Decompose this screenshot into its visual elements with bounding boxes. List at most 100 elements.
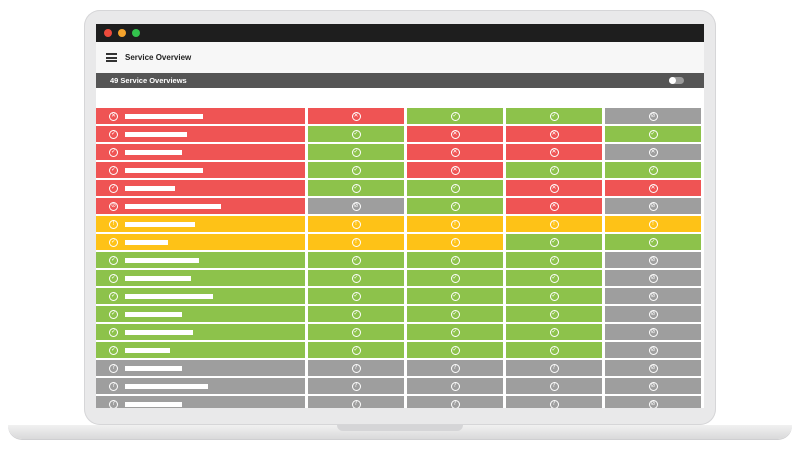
service-name-cell[interactable]: ? bbox=[96, 396, 305, 408]
service-name-cell[interactable]: ✓ bbox=[96, 306, 305, 322]
status-cell[interactable]: ✕ bbox=[407, 126, 503, 142]
check-circle-icon: ✓ bbox=[549, 327, 559, 337]
status-cell[interactable]: ✓ bbox=[308, 252, 404, 268]
status-cell[interactable]: ✓ bbox=[308, 144, 404, 160]
status-cell[interactable]: ! bbox=[506, 216, 602, 232]
status-cell[interactable]: ! bbox=[308, 234, 404, 250]
error-circle-icon: ✕ bbox=[549, 183, 559, 193]
service-name-cell[interactable]: ✓ bbox=[96, 180, 305, 196]
status-cell[interactable]: ✕ bbox=[605, 180, 701, 196]
status-cell[interactable]: ⊘ bbox=[605, 342, 701, 358]
service-name-cell[interactable]: ✕ bbox=[96, 108, 305, 124]
status-cell[interactable]: ✓ bbox=[308, 288, 404, 304]
status-cell[interactable]: ⊘ bbox=[605, 396, 701, 408]
status-cell[interactable]: ✓ bbox=[407, 306, 503, 322]
status-cell[interactable]: ✓ bbox=[407, 342, 503, 358]
status-cell[interactable]: ? bbox=[308, 396, 404, 408]
status-cell[interactable]: ? bbox=[407, 360, 503, 376]
status-cell[interactable]: ⊘ bbox=[308, 198, 404, 214]
status-cell[interactable]: ✕ bbox=[506, 180, 602, 196]
status-cell[interactable]: ✓ bbox=[308, 180, 404, 196]
status-cell[interactable]: ! bbox=[308, 216, 404, 232]
status-cell[interactable]: ⊘ bbox=[605, 270, 701, 286]
status-cell[interactable]: ✓ bbox=[506, 234, 602, 250]
status-cell[interactable]: ? bbox=[506, 396, 602, 408]
service-name-cell[interactable]: ✓ bbox=[96, 324, 305, 340]
warning-circle-icon: ! bbox=[450, 237, 460, 247]
status-cell[interactable]: ⊘ bbox=[605, 378, 701, 394]
status-cell[interactable]: ⊘ bbox=[605, 108, 701, 124]
check-circle-icon: ✓ bbox=[109, 255, 118, 265]
status-cell[interactable]: ⊘ bbox=[605, 306, 701, 322]
status-cell[interactable]: ✓ bbox=[407, 270, 503, 286]
status-cell[interactable]: ✓ bbox=[605, 234, 701, 250]
service-name-cell[interactable]: ? bbox=[96, 378, 305, 394]
status-cell[interactable]: ? bbox=[506, 378, 602, 394]
status-cell[interactable]: ? bbox=[308, 360, 404, 376]
status-cell[interactable]: ✓ bbox=[308, 126, 404, 142]
service-name-cell[interactable]: ✓ bbox=[96, 144, 305, 160]
status-cell[interactable]: ✓ bbox=[506, 324, 602, 340]
status-cell[interactable]: ? bbox=[407, 396, 503, 408]
status-cell[interactable]: ✕ bbox=[605, 144, 701, 160]
status-cell[interactable]: ✓ bbox=[407, 288, 503, 304]
status-cell[interactable]: ✓ bbox=[407, 180, 503, 196]
status-cell[interactable]: ✕ bbox=[506, 126, 602, 142]
status-cell[interactable]: ✓ bbox=[308, 306, 404, 322]
view-toggle[interactable] bbox=[669, 77, 684, 84]
status-cell[interactable]: ✓ bbox=[407, 198, 503, 214]
status-cell[interactable]: ✓ bbox=[605, 126, 701, 142]
status-cell[interactable]: ? bbox=[407, 378, 503, 394]
disabled-circle-icon: ⊘ bbox=[109, 201, 118, 211]
status-cell[interactable]: ✓ bbox=[506, 108, 602, 124]
unknown-circle-icon: ? bbox=[109, 381, 118, 391]
status-cell[interactable]: ⊘ bbox=[605, 252, 701, 268]
service-name-cell[interactable]: ✓ bbox=[96, 162, 305, 178]
status-cell[interactable]: ⊘ bbox=[605, 324, 701, 340]
status-cell[interactable]: ✓ bbox=[506, 288, 602, 304]
check-circle-icon: ✓ bbox=[450, 255, 460, 265]
status-cell[interactable]: ✓ bbox=[506, 162, 602, 178]
status-cell[interactable]: ✓ bbox=[308, 342, 404, 358]
service-name-cell[interactable]: ⊘ bbox=[96, 198, 305, 214]
service-name-cell[interactable]: ✓ bbox=[96, 342, 305, 358]
status-cell[interactable]: ✓ bbox=[605, 162, 701, 178]
status-cell[interactable]: ✕ bbox=[308, 108, 404, 124]
status-cell[interactable]: ✓ bbox=[308, 270, 404, 286]
close-window-dot[interactable] bbox=[104, 29, 112, 37]
status-cell[interactable]: ✓ bbox=[407, 108, 503, 124]
status-cell[interactable]: ✓ bbox=[407, 252, 503, 268]
service-name-cell[interactable]: ✓ bbox=[96, 234, 305, 250]
status-cell[interactable]: ✕ bbox=[407, 144, 503, 160]
status-cell[interactable]: ⊘ bbox=[605, 288, 701, 304]
status-cell[interactable]: ✓ bbox=[506, 306, 602, 322]
status-cell[interactable]: ✓ bbox=[308, 162, 404, 178]
status-cell[interactable]: ! bbox=[407, 216, 503, 232]
status-cell[interactable]: ⊘ bbox=[605, 198, 701, 214]
service-name-cell[interactable]: ✓ bbox=[96, 252, 305, 268]
status-cell[interactable]: ? bbox=[308, 378, 404, 394]
service-name-cell[interactable]: ? bbox=[96, 360, 305, 376]
maximize-window-dot[interactable] bbox=[132, 29, 140, 37]
status-cell[interactable]: ! bbox=[605, 216, 701, 232]
status-cell[interactable]: ✓ bbox=[407, 324, 503, 340]
status-cell[interactable]: ✓ bbox=[506, 342, 602, 358]
status-cell[interactable]: ✓ bbox=[308, 324, 404, 340]
hamburger-menu-icon[interactable] bbox=[106, 53, 117, 62]
status-cell[interactable]: ✕ bbox=[407, 162, 503, 178]
service-name-cell[interactable]: ! bbox=[96, 216, 305, 232]
page-title: Service Overview bbox=[125, 53, 192, 62]
service-name-cell[interactable]: ✓ bbox=[96, 270, 305, 286]
service-name-cell[interactable]: ✓ bbox=[96, 126, 305, 142]
disabled-circle-icon: ⊘ bbox=[648, 273, 658, 283]
status-cell[interactable]: ✕ bbox=[506, 198, 602, 214]
status-cell[interactable]: ✓ bbox=[506, 270, 602, 286]
service-name-cell[interactable]: ✓ bbox=[96, 288, 305, 304]
status-cell[interactable]: ✕ bbox=[506, 144, 602, 160]
status-cell[interactable]: ⊘ bbox=[605, 360, 701, 376]
status-cell[interactable]: ! bbox=[407, 234, 503, 250]
status-cell[interactable]: ? bbox=[506, 360, 602, 376]
minimize-window-dot[interactable] bbox=[118, 29, 126, 37]
status-cell[interactable]: ✓ bbox=[506, 252, 602, 268]
error-circle-icon: ✕ bbox=[450, 129, 460, 139]
